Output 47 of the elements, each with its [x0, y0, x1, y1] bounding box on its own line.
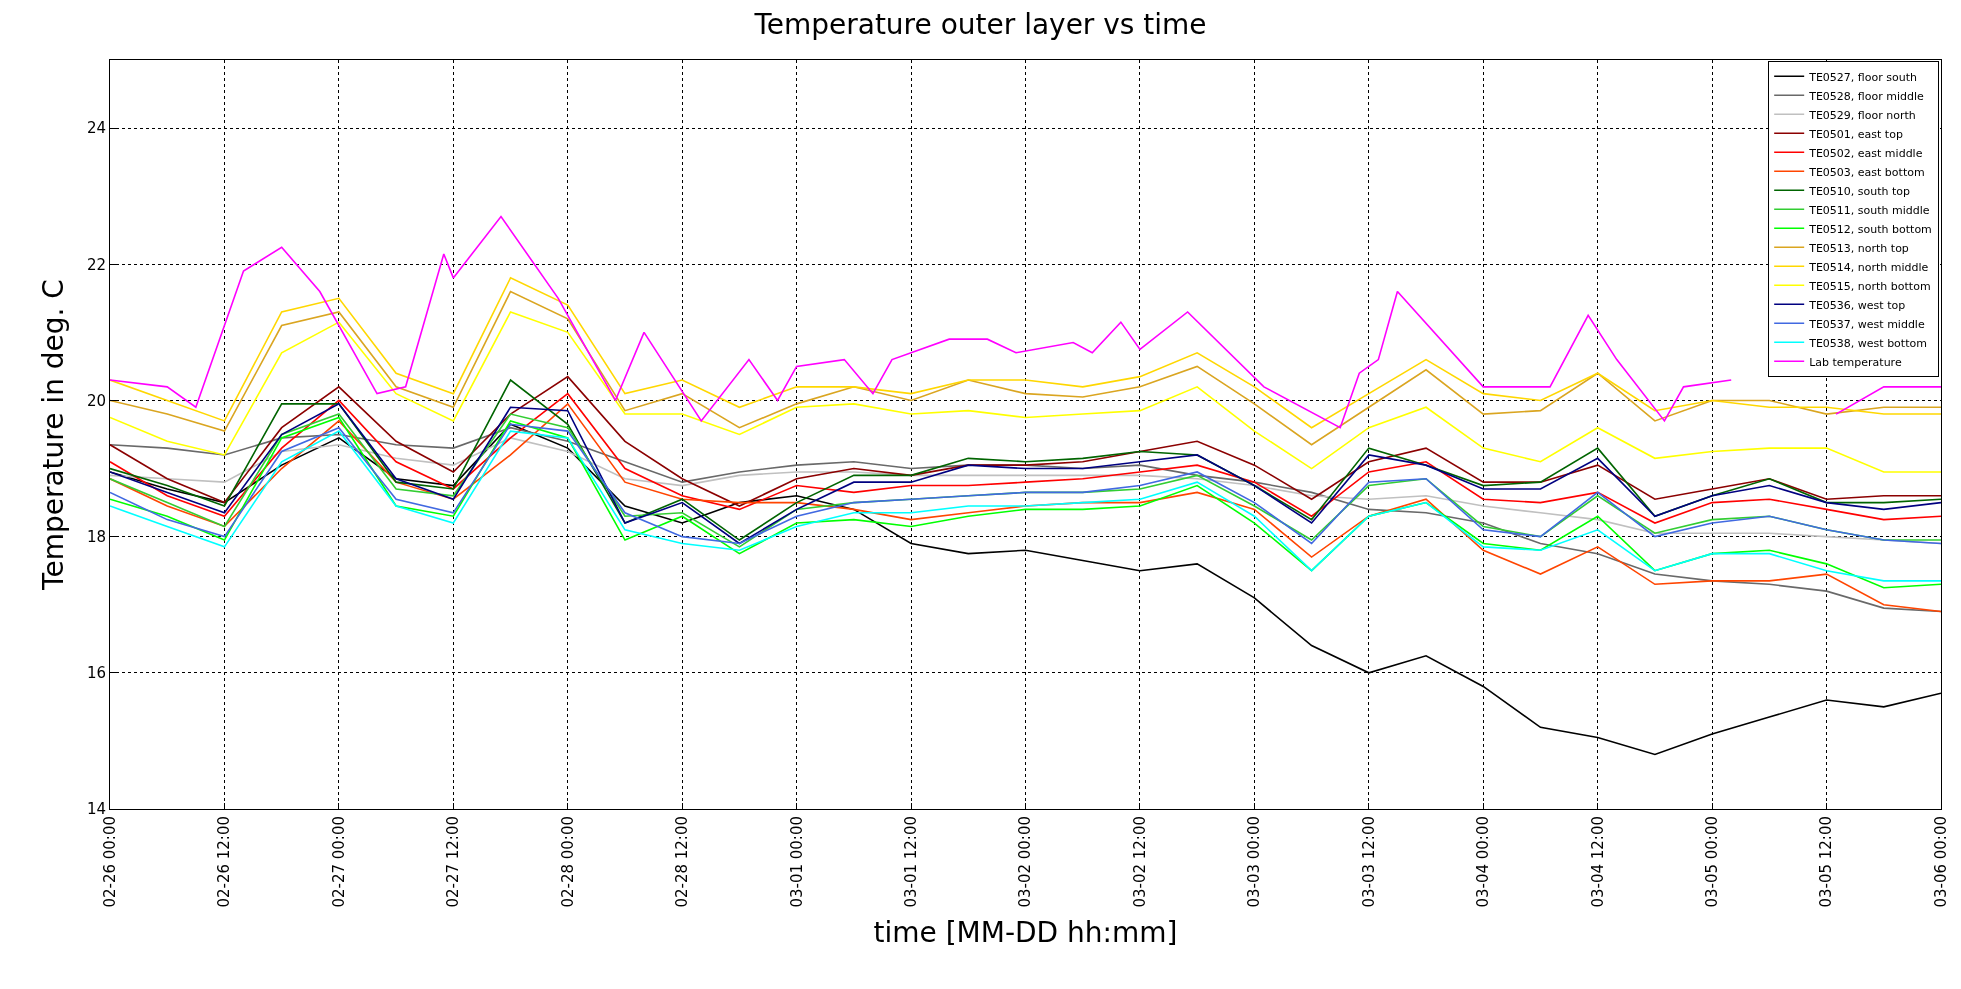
legend-label: TE0511, south middle — [1808, 203, 1930, 217]
chart-title: Temperature outer layer vs time — [753, 8, 1207, 42]
x-tick-label: 03-05 12:00 — [1817, 816, 1836, 908]
x-tick-label: 03-02 00:00 — [1016, 816, 1035, 908]
legend-label: TE0537, west middle — [1808, 317, 1925, 331]
legend-label: TE0538, west bottom — [1808, 336, 1927, 350]
legend-label: TE0527, floor south — [1808, 70, 1917, 84]
y-tick-label: 20 — [86, 391, 106, 410]
x-tick-label: 03-04 12:00 — [1588, 816, 1607, 908]
x-tick-label: 03-01 00:00 — [787, 816, 806, 908]
x-tick-label: 03-01 12:00 — [901, 816, 920, 908]
y-tick-label: 22 — [86, 255, 106, 274]
legend-label: TE0529, floor north — [1808, 108, 1916, 122]
line-series — [110, 379, 1941, 541]
x-tick-label: 03-04 00:00 — [1474, 816, 1493, 908]
line-series — [110, 311, 1941, 473]
legend-label: TE0510, south top — [1808, 184, 1911, 198]
legend-label: TE0502, east middle — [1808, 146, 1923, 160]
x-tick-label: 02-27 00:00 — [329, 816, 348, 908]
legend-label: TE0501, east top — [1808, 127, 1903, 141]
x-tick-label: 02-28 12:00 — [673, 816, 692, 908]
y-tick-label: 24 — [86, 119, 106, 138]
x-tick-label: 03-03 12:00 — [1359, 816, 1378, 908]
legend-label: Lab temperature — [1809, 355, 1902, 369]
x-tick-label: 03-05 00:00 — [1703, 816, 1722, 908]
legend-label: TE0503, east bottom — [1808, 165, 1925, 179]
legend-label: TE0514, north middle — [1808, 260, 1929, 274]
legend-label: TE0536, west top — [1808, 298, 1906, 312]
x-tick-label: 02-26 12:00 — [215, 816, 234, 908]
legend-label: TE0528, floor middle — [1808, 89, 1925, 103]
x-tick-label: 03-03 00:00 — [1245, 816, 1264, 908]
legend-label: TE0512, south bottom — [1808, 222, 1932, 236]
line-series — [110, 277, 1941, 429]
x-axis-title: time [MM-DD hh:mm] — [873, 915, 1178, 949]
y-tick-label: 18 — [86, 527, 106, 546]
line-series — [110, 392, 1941, 524]
y-tick-label: 16 — [86, 664, 106, 683]
legend-label: TE0515, north bottom — [1808, 279, 1931, 293]
x-tick-label: 02-26 00:00 — [100, 816, 119, 908]
y-axis-title: Temperature in deg. C — [36, 279, 70, 591]
line-series — [110, 290, 1941, 446]
x-tick-label: 03-02 12:00 — [1130, 816, 1149, 908]
x-tick-label: 02-28 00:00 — [558, 816, 577, 908]
line-series — [110, 375, 1941, 507]
x-tick-label: 02-27 12:00 — [444, 816, 463, 908]
legend-label: TE0513, north top — [1808, 241, 1909, 255]
x-tick-label: 03-06 00:00 — [1931, 816, 1950, 908]
